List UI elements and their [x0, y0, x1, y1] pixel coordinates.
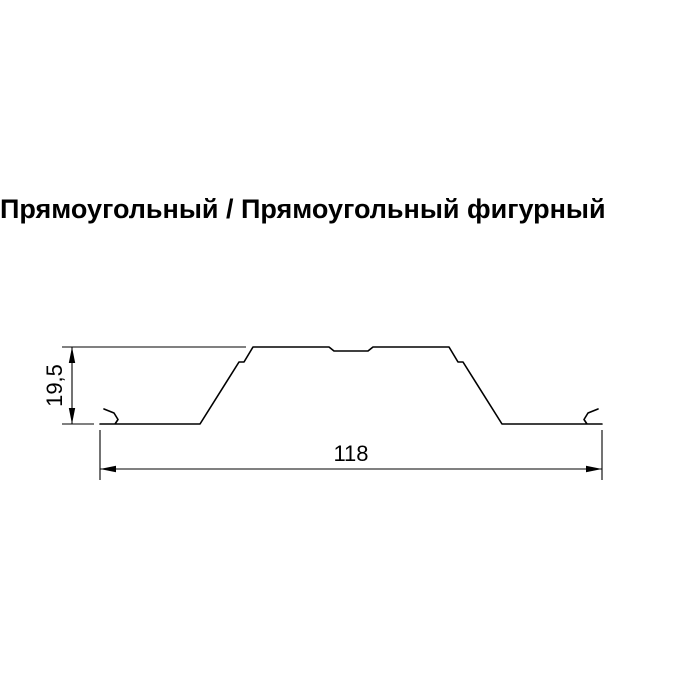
- dim-width-arrow-right: [586, 466, 602, 472]
- diagram-canvas: 118 19,5: [0, 0, 700, 700]
- dim-height-arrow-top: [69, 347, 75, 363]
- dim-height-label: 19,5: [42, 364, 67, 407]
- page-root: Прямоугольный / Прямоугольный фигурный 1…: [0, 0, 700, 700]
- profile-outline: [100, 347, 602, 424]
- dim-width-arrow-left: [100, 466, 116, 472]
- dim-height-arrow-bottom: [69, 408, 75, 424]
- dim-width-label: 118: [333, 441, 368, 466]
